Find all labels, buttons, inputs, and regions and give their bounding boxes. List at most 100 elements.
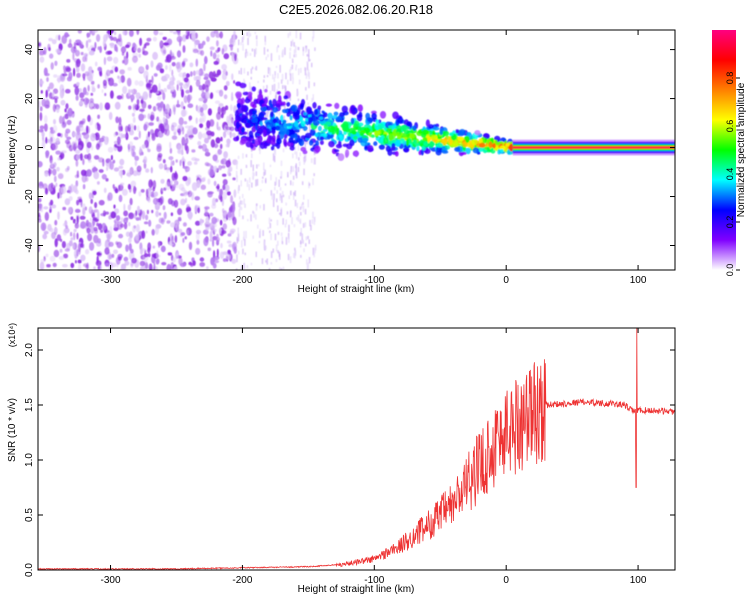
- spectrogram-cell: [197, 131, 203, 140]
- spectrogram-cell: [61, 73, 68, 77]
- spectrogram-cell: [170, 180, 173, 186]
- spectrogram-cell: [44, 115, 48, 124]
- spectrogram-cell: [270, 219, 272, 222]
- spectrogram-cell: [169, 49, 172, 57]
- spectrogram-cell: [115, 116, 119, 124]
- spectrogram-cell: [44, 187, 49, 195]
- spectrogram-cell: [101, 174, 107, 180]
- spectrogram-cell: [255, 214, 257, 220]
- spectrogram-cell: [245, 122, 251, 128]
- spectrogram-cell: [292, 175, 295, 180]
- spectrogram-cell: [270, 146, 275, 151]
- spectrogram-cell: [72, 52, 75, 61]
- spectrogram-cell: [312, 36, 314, 42]
- spectrogram-cell: [173, 219, 178, 229]
- spectrogram-cell: [86, 141, 92, 149]
- spectrogram-cell: [431, 134, 437, 140]
- spectrogram-cell: [415, 143, 420, 147]
- spectrogram-cell: [116, 241, 123, 249]
- spectrogram-cell: [64, 108, 67, 113]
- spectrogram-cell: [152, 51, 159, 60]
- spectrogram-cell: [125, 44, 130, 49]
- spectrogram-cell: [263, 75, 266, 78]
- spectrogram-cell: [42, 183, 48, 190]
- spectrogram-cell: [272, 106, 279, 113]
- spectrogram-cell: [220, 136, 223, 142]
- spectrogram-cell: [231, 132, 236, 138]
- spectrogram-cell: [280, 79, 283, 84]
- spectrogram-cell: [270, 111, 274, 118]
- spectrogram-cell: [249, 177, 251, 183]
- spectrogram-cell: [280, 114, 284, 122]
- spectrogram-cell: [117, 41, 122, 46]
- spectrogram-cell: [221, 64, 228, 70]
- spectrogram-cell: [333, 149, 340, 153]
- spectrogram-cell: [222, 210, 228, 219]
- spectrogram-cell: [123, 55, 127, 59]
- spectrogram-cell: [285, 85, 287, 91]
- spectrogram-cell: [128, 237, 132, 244]
- spectrogram-cell: [257, 164, 260, 167]
- spectrogram-cell: [337, 153, 345, 162]
- spectrogram-cell: [460, 151, 467, 155]
- spectrogram-cell: [268, 109, 270, 114]
- spectrogram-cell: [262, 129, 267, 138]
- spectrogram-cell: [97, 84, 100, 89]
- spectrogram-cell: [153, 262, 156, 270]
- spectrogram-cell: [46, 77, 49, 82]
- spectrogram-cell: [125, 231, 130, 237]
- spectrogram-cell: [300, 240, 302, 245]
- spectrogram-cell: [199, 107, 204, 113]
- spectrogram-cell: [242, 153, 244, 159]
- spectrogram-cell: [183, 190, 188, 197]
- spectrogram-cell: [374, 130, 381, 137]
- spectrogram-cell: [76, 126, 81, 136]
- spectrogram-cell: [300, 110, 306, 118]
- spectrogram-cell: [240, 127, 245, 133]
- snr-background: [38, 328, 675, 570]
- spectrogram-cell: [113, 167, 120, 172]
- spectrogram-cell: [312, 211, 314, 219]
- spectrogram-cell: [422, 129, 429, 135]
- spectrogram-cell: [269, 90, 272, 95]
- spectrogram-cell: [294, 146, 296, 151]
- spectrogram-y-label: Frequency (Hz): [7, 116, 18, 185]
- spectrogram-cell: [39, 125, 45, 130]
- spectrogram-cell: [244, 98, 251, 104]
- spectrogram-cell: [146, 209, 149, 215]
- spectrogram-cell: [38, 182, 44, 189]
- y-tick-label: 1.0: [24, 453, 35, 467]
- spectrogram-cell: [282, 108, 288, 114]
- spectrogram-cell: [125, 217, 129, 221]
- spectrogram-cell: [274, 233, 277, 241]
- spectrogram-cell: [251, 66, 254, 70]
- y-tick-label: 0.5: [24, 508, 35, 522]
- spectrogram-cell: [295, 53, 297, 58]
- spectrogram-cell: [145, 188, 149, 198]
- spectrogram-cell: [158, 241, 161, 248]
- spectrogram-cell: [257, 224, 259, 229]
- spectrogram-cell: [455, 129, 460, 134]
- spectrogram-cell: [48, 82, 54, 90]
- spectrogram-cell: [62, 223, 65, 227]
- spectrogram-cell: [183, 77, 189, 83]
- spectrogram-cell: [312, 178, 314, 186]
- spectrogram-cell: [239, 201, 241, 210]
- spectrogram-cell: [357, 104, 363, 112]
- spectrogram-cell: [478, 138, 483, 144]
- spectrogram-cell: [290, 190, 292, 196]
- spectrogram-cell: [85, 91, 89, 96]
- spectrogram-cell: [94, 103, 99, 108]
- spectrogram-cell: [293, 252, 295, 258]
- spectrogram-cell: [66, 119, 72, 126]
- spectrogram-cell: [166, 220, 171, 224]
- spectrogram-cell: [141, 100, 147, 109]
- spectrogram-cell: [505, 143, 510, 147]
- spectrogram-cell: [328, 140, 335, 148]
- spectrogram-cell: [268, 217, 271, 224]
- spectrogram-cell: [140, 248, 143, 255]
- spectrogram-cell: [70, 216, 74, 220]
- spectrogram-cell: [82, 55, 87, 63]
- spectrogram-cell: [280, 176, 282, 179]
- spectrogram-cell: [238, 39, 240, 46]
